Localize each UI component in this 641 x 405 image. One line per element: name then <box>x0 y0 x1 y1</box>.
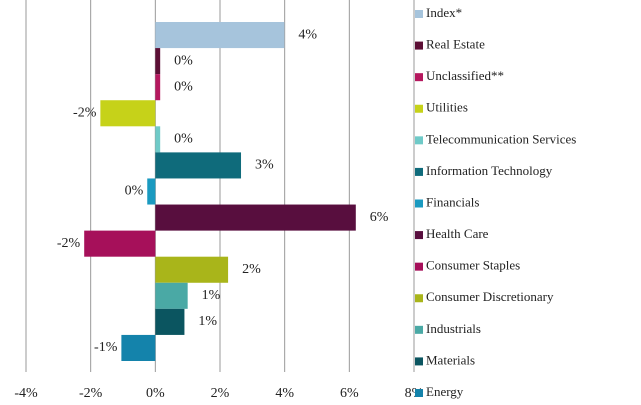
value-label: 3% <box>255 158 274 173</box>
bar <box>84 230 156 257</box>
legend-swatch <box>415 357 423 366</box>
legend-swatch <box>415 389 423 397</box>
legend-swatch <box>415 294 423 303</box>
legend-label: Energy <box>426 384 464 399</box>
bar <box>155 308 185 335</box>
value-label: 1% <box>198 314 217 329</box>
legend-label: Telecommunication Services <box>426 131 576 146</box>
bar <box>155 22 285 49</box>
bar <box>155 48 161 75</box>
legend-swatch <box>415 231 423 240</box>
legend-swatch <box>415 325 423 334</box>
legend-label: Industrials <box>426 321 481 336</box>
legend-label: Real Estate <box>426 37 485 52</box>
legend-label: Consumer Discretionary <box>426 289 554 304</box>
legend-label: Materials <box>426 352 475 367</box>
bar <box>155 282 188 309</box>
bar <box>155 256 229 283</box>
value-label: 0% <box>174 132 193 147</box>
bar <box>155 126 161 153</box>
bar <box>155 204 356 231</box>
x-tick-label: -4% <box>14 386 38 401</box>
legend-swatch <box>415 136 423 145</box>
legend-swatch <box>415 73 423 82</box>
value-label: -2% <box>57 236 81 251</box>
legend-swatch <box>415 262 423 271</box>
x-tick-label: 2% <box>211 386 230 401</box>
x-tick-label: 6% <box>340 386 359 401</box>
legend-swatch <box>415 167 423 176</box>
value-label: 4% <box>298 27 317 42</box>
legend-label: Financials <box>426 194 479 209</box>
legend-swatch <box>415 199 423 208</box>
bar <box>121 334 156 361</box>
x-tick-label: -2% <box>79 386 103 401</box>
value-label: -2% <box>73 105 97 120</box>
value-label: 1% <box>202 288 221 303</box>
value-label: 0% <box>174 53 193 68</box>
bar <box>155 74 161 101</box>
x-tick-label: 4% <box>275 386 294 401</box>
legend-label: Utilities <box>426 100 468 115</box>
value-label: 0% <box>125 184 144 199</box>
value-label: 0% <box>174 79 193 94</box>
legend-label: Consumer Staples <box>426 258 520 273</box>
bar <box>147 178 156 205</box>
legend-label: Health Care <box>426 226 489 241</box>
value-label: -1% <box>94 340 118 355</box>
bar <box>155 152 242 179</box>
x-tick-label: 0% <box>146 386 165 401</box>
legend-swatch <box>415 10 423 18</box>
bar <box>100 100 156 127</box>
value-label: 2% <box>242 262 261 277</box>
value-label: 6% <box>370 210 389 225</box>
legend-label: Index* <box>426 5 462 20</box>
legend-swatch <box>415 104 423 113</box>
legend-label: Information Technology <box>426 163 553 178</box>
legend-swatch <box>415 41 423 50</box>
legend-label: Unclassified** <box>426 68 504 83</box>
